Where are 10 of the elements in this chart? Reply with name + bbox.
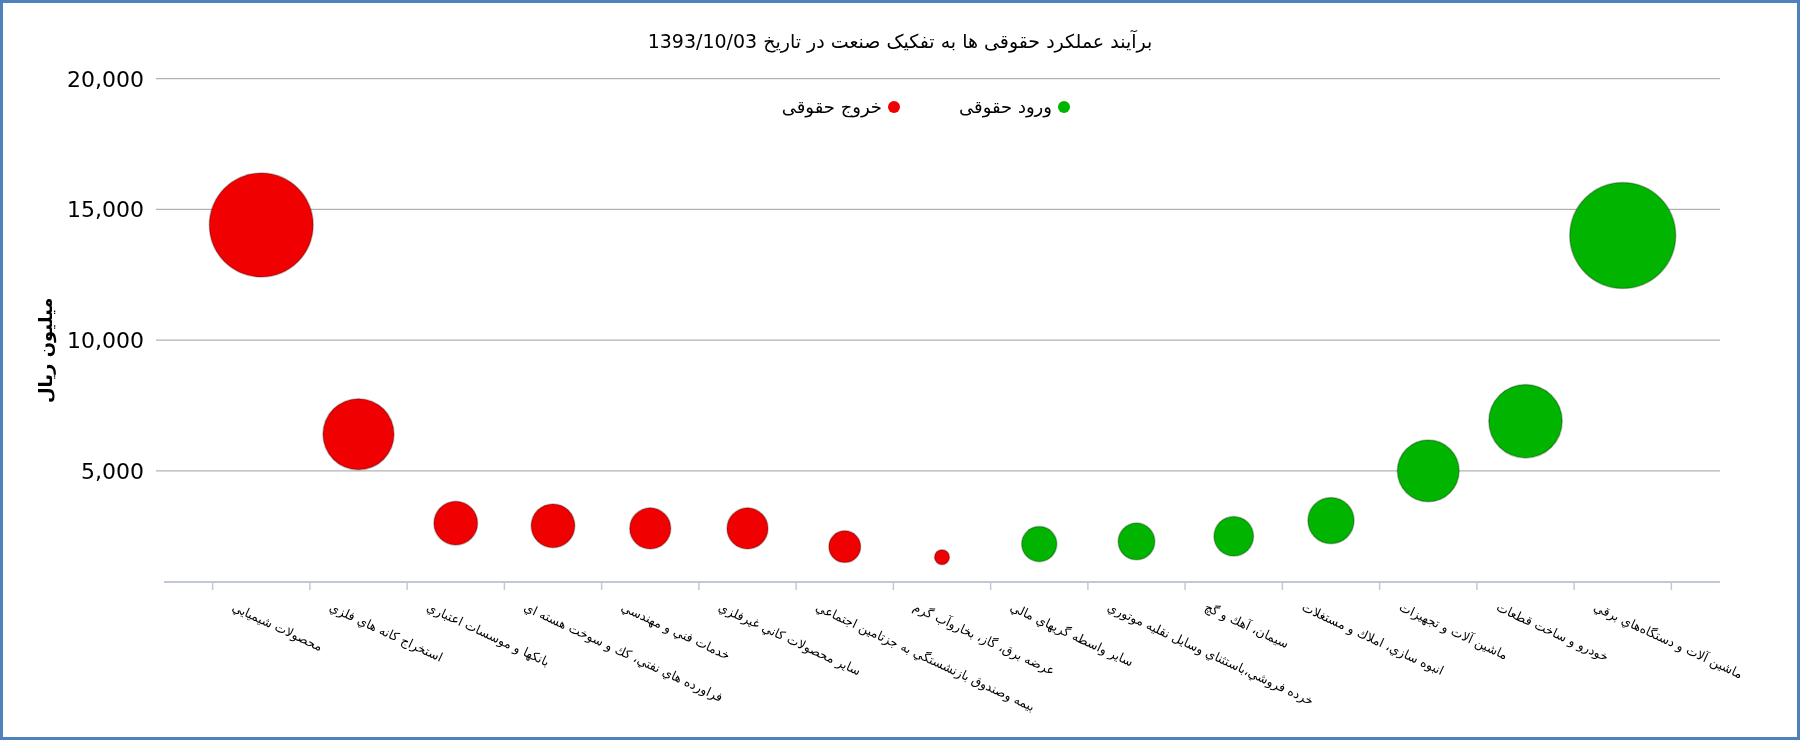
x-tick-label: محصولات شيميايي bbox=[229, 599, 326, 655]
y-tick-label: 20,000 bbox=[67, 66, 144, 92]
y-tick-label: 10,000 bbox=[67, 328, 144, 354]
legend-label: ورود حقوقی bbox=[959, 96, 1052, 118]
legend-label: خروج حقوقی bbox=[781, 96, 882, 118]
chart-title: برآیند عملکرد حقوقی ها به تفکیک صنعت در تاریخ 1393/10/03 bbox=[647, 29, 1153, 53]
y-axis-title: میلیون ریال bbox=[35, 297, 57, 404]
y-tick-label: 15,000 bbox=[67, 197, 144, 223]
x-tick-label: سيمان، آهك و گچ bbox=[1202, 599, 1292, 653]
y-tick-label: 5,000 bbox=[81, 458, 144, 484]
